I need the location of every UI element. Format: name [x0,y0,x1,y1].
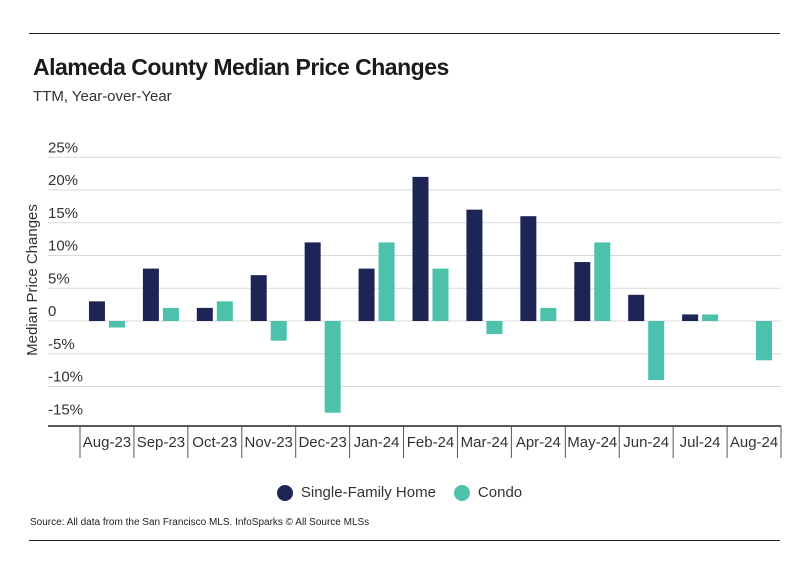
y-tick-label: 15% [48,205,78,222]
x-tick-label: Aug-23 [83,434,131,451]
bottom-rule [29,540,780,541]
bar-single-family-apr-24 [520,216,537,321]
y-tick-label: 20% [48,172,78,189]
chart-title: Alameda County Median Price Changes [33,54,449,80]
bar-single-family-sep-23 [142,268,159,321]
x-axis: Aug-23 Sep-23 Oct-23 Nov-23 Dec-23 Jan-24 Feb-… [48,425,782,458]
bar-single-family-mar-24 [466,209,483,321]
bars [88,176,773,413]
legend: Single-Family Home Condo [0,484,799,501]
bar-condo-jul-24 [702,314,719,321]
x-tick-label: Feb-24 [407,434,455,451]
x-tick-label: Jun-24 [623,434,669,451]
bar-single-family-jul-24 [682,314,699,321]
y-tick-label: -10% [48,369,83,386]
bar-condo-jun-24 [648,321,665,380]
bar-single-family-may-24 [574,262,591,321]
legend-swatch-single-family [276,484,293,501]
y-axis-label: Median Price Changes [24,204,41,356]
chart: 25% 20% 15% 10% 5% 0 -5% -10% -15% Median Price … [24,139,782,458]
legend-item-condo: Condo [453,484,523,501]
bar-single-family-oct-23 [196,307,213,321]
y-tick-label: -15% [48,401,83,418]
bar-condo-aug-24 [756,321,773,361]
x-tick-label: Oct-23 [192,434,237,451]
x-tick-label: Jul-24 [680,434,721,451]
x-tick-label: Dec-23 [298,434,346,451]
bar-single-family-dec-23 [304,242,321,321]
x-tick-label: Aug-24 [730,434,778,451]
bar-condo-mar-24 [486,321,503,335]
bar-condo-aug-23 [108,321,125,328]
legend-label-single-family: Single-Family Home [300,484,436,501]
bar-condo-dec-23 [324,321,341,413]
legend-item-single-family: Single-Family Home [276,484,436,501]
source-note: Source: All data from the San Francisco … [30,517,370,528]
y-tick-label: 25% [48,139,78,156]
y-tick-label: 5% [48,270,70,287]
y-tick-label: 10% [48,238,78,255]
x-tick-label: May-24 [567,434,617,451]
x-tick-label: Apr-24 [516,434,561,451]
bar-single-family-feb-24 [412,176,429,321]
bar-single-family-aug-23 [88,301,105,321]
y-axis-ticks: 25% 20% 15% 10% 5% 0 -5% -10% -15% [48,139,83,418]
bar-condo-apr-24 [540,307,557,321]
bar-single-family-jan-24 [358,268,375,321]
bar-condo-feb-24 [432,268,449,321]
bar-condo-may-24 [594,242,611,321]
bar-condo-nov-23 [270,321,287,341]
chart-subtitle: TTM, Year-over-Year [33,88,172,105]
y-tick-label: 0 [48,303,56,320]
y-tick-label: -5% [48,336,75,353]
bar-condo-sep-23 [162,307,179,321]
x-tick-label: Mar-24 [461,434,509,451]
bar-condo-oct-23 [216,301,233,321]
x-tick-label: Sep-23 [137,434,185,451]
bar-single-family-jun-24 [628,294,645,321]
x-tick-label: Jan-24 [354,434,400,451]
top-rule [29,33,780,34]
legend-swatch-condo [453,484,470,501]
bar-condo-jan-24 [378,242,395,321]
x-tick-label: Nov-23 [245,434,293,451]
bar-single-family-nov-23 [250,275,267,321]
legend-label-condo: Condo [477,484,523,501]
